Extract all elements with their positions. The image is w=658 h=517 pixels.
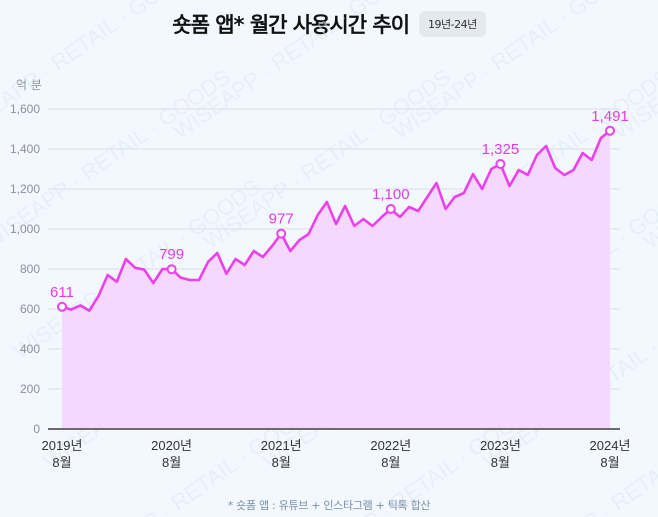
data-point-marker [605, 125, 615, 136]
y-tick-label: 1,000 [10, 222, 40, 236]
data-point-marker [276, 228, 287, 239]
data-label: 1,491 [591, 108, 629, 125]
x-tick-label-month: 8월 [162, 455, 181, 470]
y-tick-label: 1,600 [10, 102, 40, 116]
chart-title: 숏폼 앱* 월간 사용시간 추이 [172, 13, 410, 37]
y-tick-label: 1,400 [10, 142, 40, 156]
data-point-marker [166, 264, 177, 275]
data-label: 611 [50, 284, 74, 301]
y-tick-label: 800 [20, 262, 40, 276]
x-tick-label-month: 8월 [52, 455, 71, 470]
data-label: 977 [269, 211, 294, 228]
x-tick-label-month: 8월 [381, 455, 400, 470]
y-tick-label: 600 [20, 302, 40, 316]
footnote: * 숏폼 앱 : 유튜브 + 인스타그램 + 틱톡 합산 [227, 499, 431, 512]
x-tick-label-month: 8월 [491, 455, 510, 470]
x-tick-label-year: 2023년 [480, 438, 521, 453]
y-tick-label: 400 [20, 342, 40, 356]
data-point-marker [385, 204, 396, 214]
x-tick-label-month: 8월 [600, 455, 619, 470]
y-tick-label: 0 [33, 422, 40, 436]
data-label: 1,100 [372, 186, 410, 203]
data-label: 799 [159, 246, 184, 263]
data-point-marker [57, 301, 67, 312]
y-tick-label: 1,200 [10, 182, 40, 196]
data-point-marker [495, 159, 506, 169]
data-label: 1,325 [482, 141, 520, 158]
y-axis-ticks: 0 200 400 600 800 1,000 1,200 1,400 1,600 [10, 102, 40, 436]
chart-header: 숏폼 앱* 월간 사용시간 추이 19년-24년 [0, 8, 658, 40]
x-tick-label-month: 8월 [272, 455, 291, 470]
data-line [61, 129, 611, 312]
period-badge: 19년-24년 [419, 11, 486, 37]
x-tick-label-year: 2020년 [151, 438, 192, 453]
area-fill [62, 130, 610, 430]
x-tick-label-year: 2019년 [42, 438, 83, 453]
x-tick-label-year: 2022년 [370, 438, 411, 453]
annotation-markers: 611 799 977 1,100 1,325 1,491 [50, 108, 629, 312]
y-tick-label: 200 [20, 382, 40, 396]
x-axis-ticks: 2019년 8월 2020년 8월 2021년 8월 2022년 8월 2023년 8월 2024년… [42, 438, 631, 470]
x-tick-label-year: 2024년 [590, 438, 631, 453]
x-tick-label-year: 2021년 [261, 438, 302, 453]
y-axis-unit-label: 억 분 [16, 78, 42, 92]
